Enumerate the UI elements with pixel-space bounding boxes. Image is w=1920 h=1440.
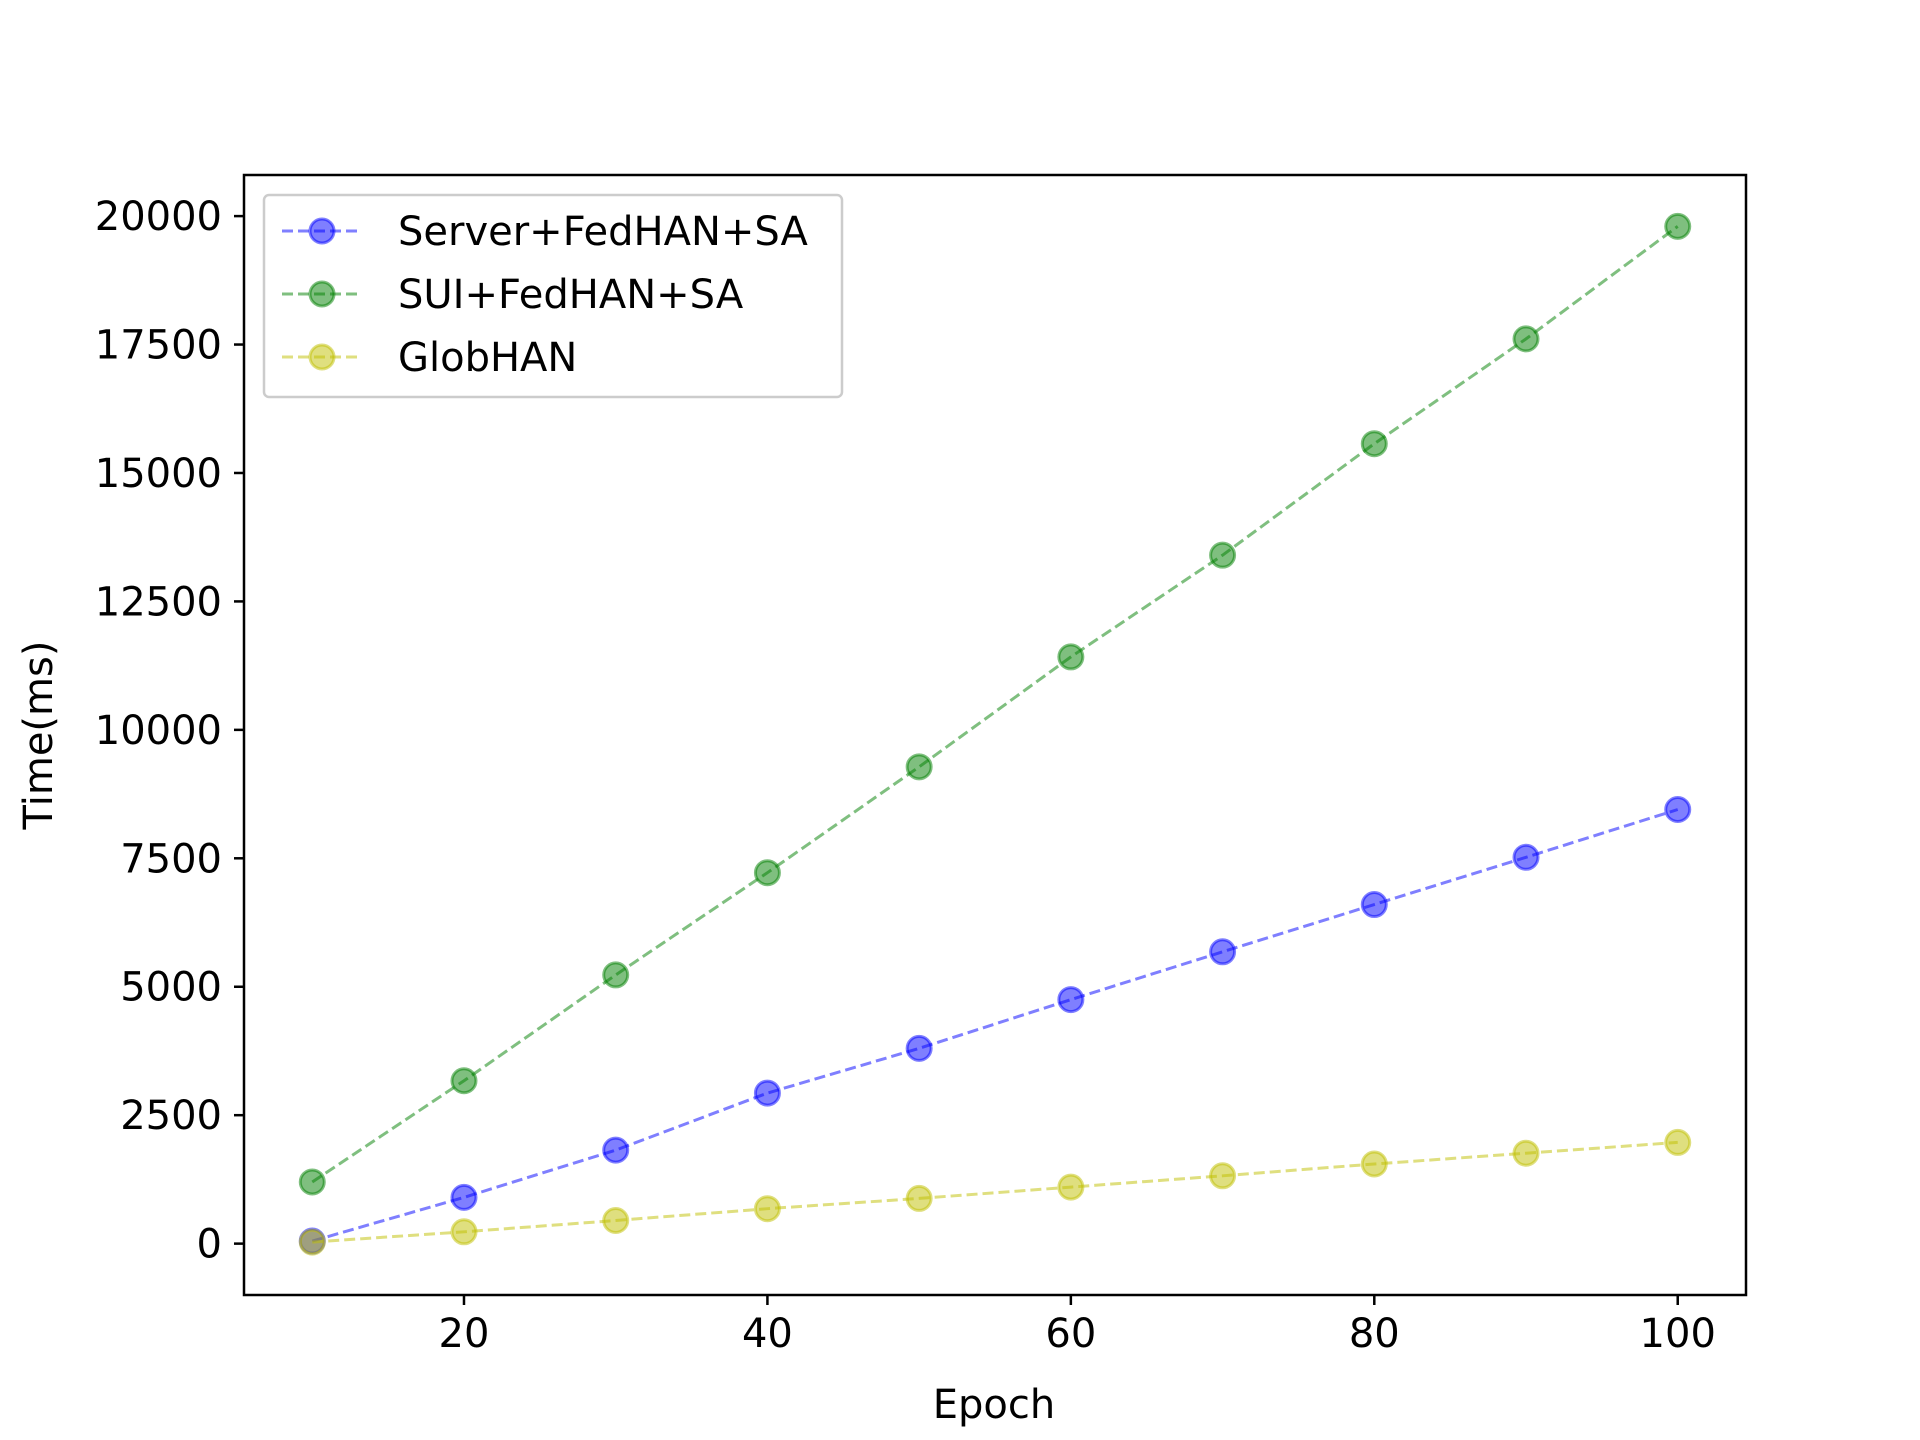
data-point <box>1057 986 1085 1014</box>
legend-label: Server+FedHAN+SA <box>398 209 809 255</box>
legend-marker <box>308 280 336 308</box>
x-tick-label: 60 <box>1045 1311 1096 1357</box>
x-tick-label: 40 <box>742 1311 793 1357</box>
y-tick-label: 17500 <box>95 323 222 369</box>
axes: 20 40 60 80 100 0 2500 5000 7500 10000 12500 15000 1… <box>95 173 1748 1357</box>
legend: Server+FedHAN+SA SUI+FedHAN+SA GlobHAN <box>262 193 844 399</box>
y-tick-label: 10000 <box>95 708 222 754</box>
data-point <box>450 1218 478 1246</box>
data-point <box>905 1184 933 1212</box>
data-point <box>1512 843 1540 871</box>
data-point <box>1209 541 1237 569</box>
series-line-2 <box>312 1140 1678 1244</box>
data-point <box>602 1136 630 1164</box>
data-point <box>1057 643 1085 671</box>
y-tick-label: 7500 <box>120 836 222 882</box>
data-point <box>1664 1128 1692 1156</box>
data-point <box>298 1168 326 1196</box>
y-axis-label: Time(ms) <box>16 641 62 831</box>
series-line-1 <box>311 225 1679 1184</box>
series-line-0 <box>311 808 1679 1243</box>
series-2 <box>298 1128 1692 1256</box>
data-point <box>1512 1139 1540 1167</box>
data-point <box>450 1067 478 1095</box>
data-point <box>753 859 781 887</box>
y-tick-label: 2500 <box>120 1093 222 1139</box>
legend-frame <box>262 193 844 399</box>
axes-frame <box>242 173 1748 1297</box>
x-tick-label: 20 <box>439 1311 490 1357</box>
x-tick-label: 80 <box>1349 1311 1400 1357</box>
data-point <box>905 753 933 781</box>
data-point <box>1209 1162 1237 1190</box>
y-tick-label: 12500 <box>95 579 222 625</box>
x-axis-label: Epoch <box>933 1382 1055 1428</box>
data-point <box>602 1207 630 1234</box>
data-point <box>1360 891 1388 919</box>
data-point <box>753 1079 781 1107</box>
legend-marker <box>308 343 336 371</box>
data-point <box>1664 796 1692 823</box>
data-point <box>1360 430 1388 458</box>
series-1 <box>298 212 1692 1196</box>
data-point <box>1057 1173 1085 1201</box>
legend-label: GlobHAN <box>398 335 577 381</box>
data-point <box>1664 212 1692 240</box>
y-tick-label: 15000 <box>95 451 222 497</box>
data-point <box>1209 938 1237 966</box>
legend-entry-1: SUI+FedHAN+SA <box>282 272 744 318</box>
legend-marker <box>308 217 336 245</box>
data-point <box>298 1228 326 1256</box>
x-tick-label: 100 <box>1640 1311 1716 1357</box>
data-point <box>753 1195 781 1223</box>
data-point <box>1512 325 1540 353</box>
legend-entry-0: Server+FedHAN+SA <box>282 209 809 255</box>
plot-area <box>298 212 1692 1256</box>
data-point <box>1360 1150 1388 1178</box>
legend-entry-2: GlobHAN <box>282 335 577 381</box>
y-tick-label: 5000 <box>120 965 222 1011</box>
y-tick-label: 20000 <box>95 194 222 240</box>
legend-label: SUI+FedHAN+SA <box>398 272 744 318</box>
data-point <box>450 1183 478 1211</box>
data-point <box>602 961 630 989</box>
y-tick-label: 0 <box>197 1222 222 1268</box>
data-point <box>905 1034 933 1062</box>
